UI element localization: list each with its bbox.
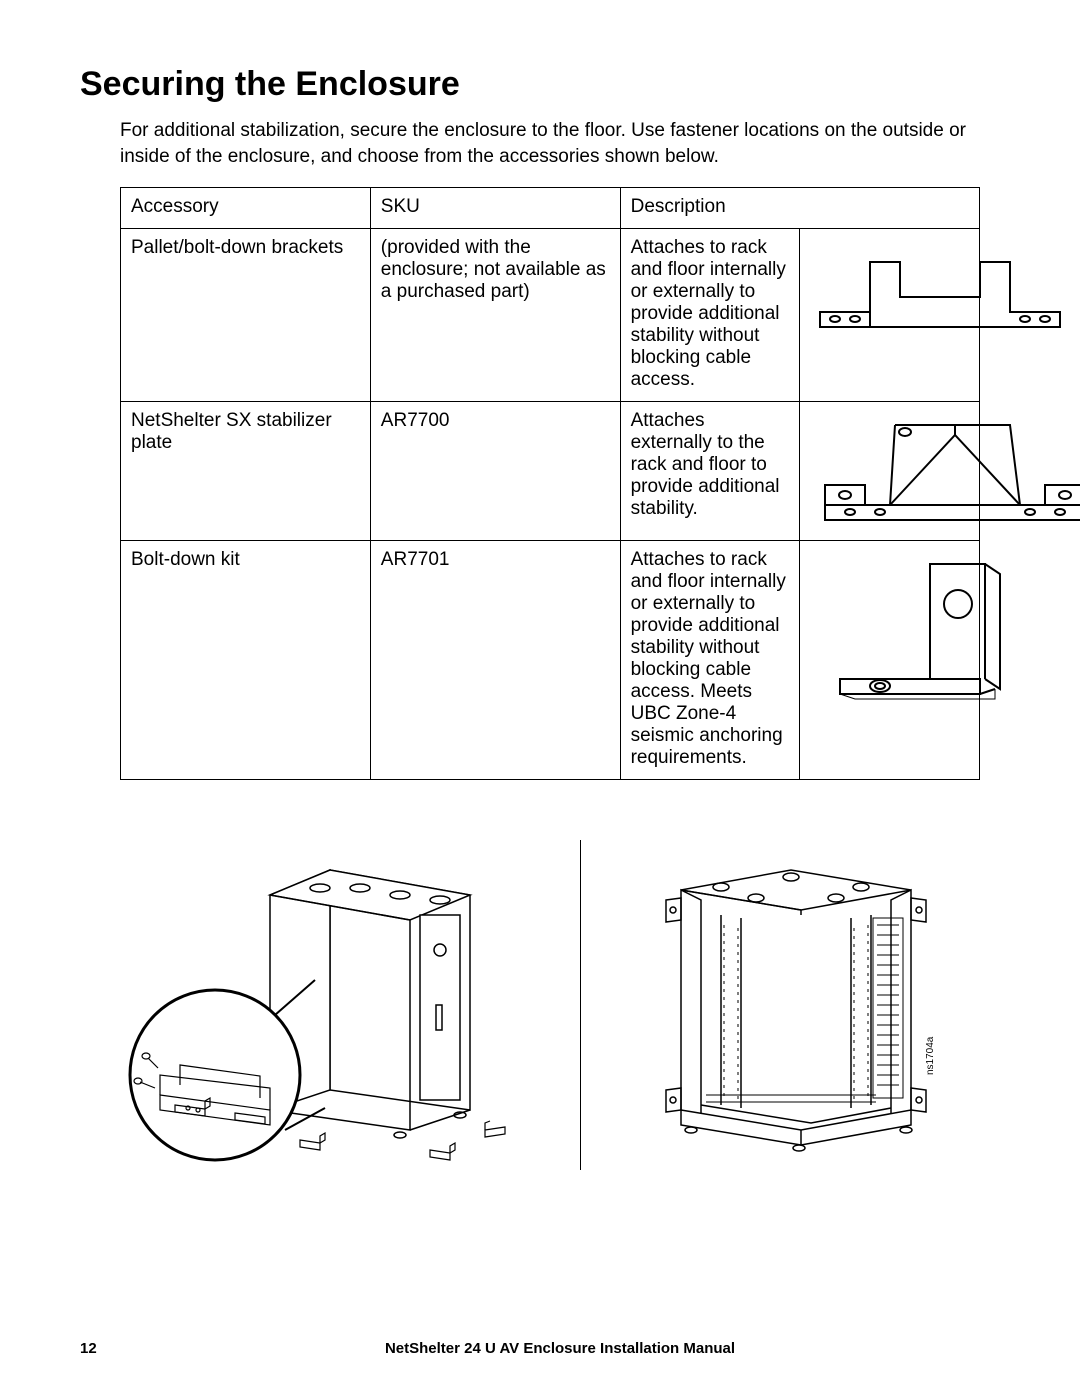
cell-sku: AR7701 (370, 541, 620, 780)
bracket-icon (810, 237, 1070, 332)
col-header-sku: SKU (370, 188, 620, 229)
page-footer: 12 NetShelter 24 U AV Enclosure Installa… (80, 1340, 1000, 1357)
cell-accessory: NetShelter SX stabilizer plate (121, 402, 371, 541)
page-number: 12 (80, 1340, 120, 1357)
cell-illustration (800, 229, 980, 402)
cell-description: Attaches externally to the rack and floo… (620, 402, 800, 541)
cell-illustration (800, 402, 980, 541)
col-header-description: Description (620, 188, 979, 229)
stabilizer-plate-icon (810, 410, 1080, 530)
cell-description: Attaches to rack and floor internally or… (620, 229, 800, 402)
cell-accessory: Pallet/bolt-down brackets (121, 229, 371, 402)
diagram-label: ns1704a (925, 1036, 936, 1075)
installation-diagrams: ns1704a (120, 840, 1000, 1170)
cell-illustration (800, 541, 980, 780)
col-header-accessory: Accessory (121, 188, 371, 229)
cell-sku: AR7700 (370, 402, 620, 541)
manual-title: NetShelter 24 U AV Enclosure Installatio… (120, 1340, 1000, 1357)
table-header-row: Accessory SKU Description (121, 188, 980, 229)
intro-paragraph: For additional stabilization, secure the… (120, 118, 1000, 169)
table-row: Pallet/bolt-down brackets (provided with… (121, 229, 980, 402)
table-row: Bolt-down kit AR7701 Attaches to rack an… (121, 541, 980, 780)
cell-accessory: Bolt-down kit (121, 541, 371, 780)
cell-sku: (provided with the enclosure; not availa… (370, 229, 620, 402)
bolt-down-kit-icon (810, 549, 1030, 709)
diagram-internal-view: ns1704a (581, 840, 1000, 1170)
page-heading: Securing the Enclosure (80, 65, 1000, 104)
diagram-external-view (120, 840, 581, 1170)
cell-description: Attaches to rack and floor internally or… (620, 541, 800, 780)
table-row: NetShelter SX stabilizer plate AR7700 At… (121, 402, 980, 541)
accessories-table: Accessory SKU Description Pallet/bolt-do… (120, 187, 980, 780)
